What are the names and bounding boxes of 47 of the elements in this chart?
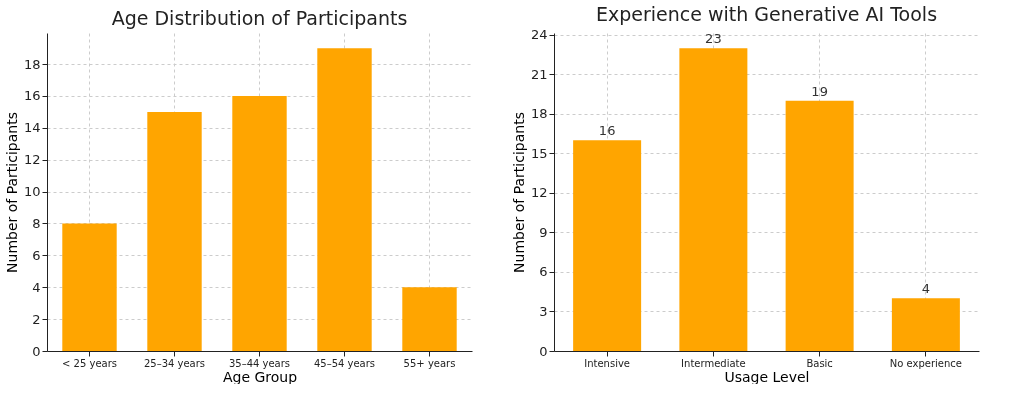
x-axis-title: Usage Level bbox=[724, 368, 810, 385]
x-tick-label: 55+ years bbox=[403, 357, 456, 369]
bar bbox=[891, 298, 960, 351]
bar bbox=[573, 140, 642, 351]
bar bbox=[62, 223, 117, 351]
x-tick-label: 25–34 years bbox=[143, 357, 206, 369]
y-tick-label: 15 bbox=[530, 145, 548, 161]
x-tick-label: 45–54 years bbox=[313, 357, 376, 369]
x-tick-label: < 25 years bbox=[62, 357, 117, 369]
y-tick-label: 0 bbox=[539, 343, 548, 359]
data-label: 4 bbox=[921, 281, 931, 297]
x-tick-label: Intensive bbox=[584, 357, 631, 369]
y-tick-label: 0 bbox=[32, 343, 41, 359]
bar bbox=[402, 287, 457, 351]
chart-title: Experience with Generative AI Tools bbox=[595, 2, 938, 25]
y-tick-label: 9 bbox=[539, 224, 548, 240]
y-tick-label: 4 bbox=[32, 279, 41, 295]
y-tick-label: 12 bbox=[23, 152, 41, 168]
y-tick-label: 3 bbox=[539, 304, 548, 319]
y-tick-label: 6 bbox=[539, 264, 548, 280]
y-tick-label: 10 bbox=[23, 184, 41, 200]
y-tick-label: 12 bbox=[530, 185, 548, 201]
y-tick-label: 21 bbox=[530, 66, 548, 82]
y-tick-label: 2 bbox=[32, 311, 41, 327]
x-axis-title: Age Group bbox=[222, 368, 298, 385]
x-tick-label: 35–44 years bbox=[228, 357, 291, 369]
x-tick-label: Intermediate bbox=[681, 357, 746, 369]
data-label: 16 bbox=[598, 123, 616, 139]
y-tick-label: 8 bbox=[32, 215, 41, 231]
y-tick-label: 16 bbox=[23, 88, 41, 104]
data-label: 23 bbox=[705, 31, 722, 47]
y-tick-label: 18 bbox=[530, 106, 548, 122]
y-axis-title: Number of Participants bbox=[510, 112, 527, 273]
x-tick-label: Basic bbox=[806, 357, 833, 369]
bar bbox=[679, 48, 748, 351]
y-tick-label: 18 bbox=[23, 56, 41, 72]
bar bbox=[785, 100, 854, 351]
bar bbox=[317, 48, 372, 351]
x-tick-label: No experience bbox=[889, 357, 962, 369]
y-tick-label: 14 bbox=[23, 120, 41, 136]
y-axis-title: Number of Participants bbox=[3, 112, 20, 273]
y-tick-label: 24 bbox=[530, 27, 548, 43]
data-label: 19 bbox=[811, 83, 828, 99]
bar bbox=[232, 95, 287, 351]
y-tick-label: 6 bbox=[32, 247, 41, 263]
chart-title: Age Distribution of Participants bbox=[111, 7, 408, 29]
bar bbox=[147, 111, 202, 351]
